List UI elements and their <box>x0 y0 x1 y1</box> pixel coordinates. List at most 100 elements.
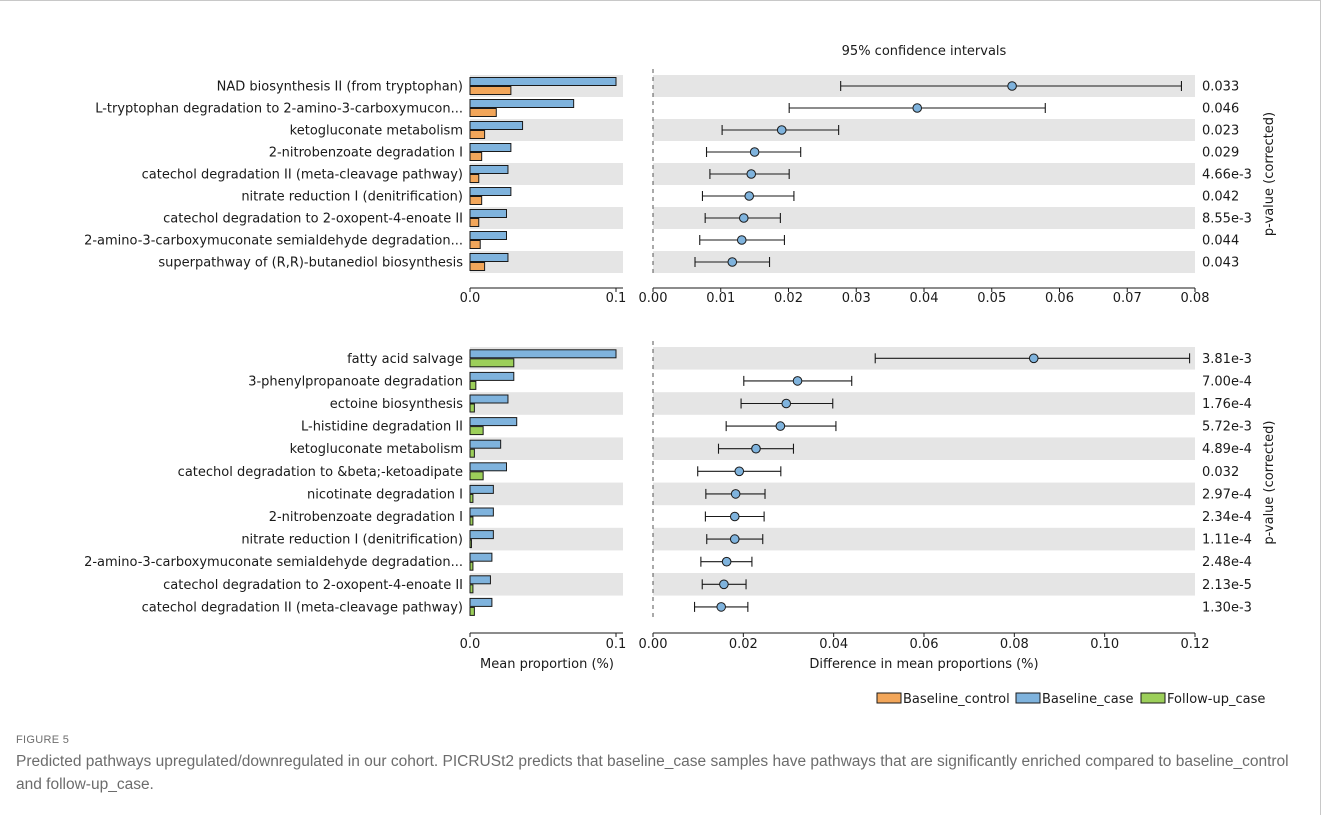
bottom-category-label: ketogluconate metabolism <box>290 442 463 457</box>
bottom-pvalue: 2.48e-4 <box>1202 555 1252 570</box>
bottom-pvalue: 2.34e-4 <box>1202 510 1252 525</box>
top-category-label: 2-nitrobenzoate degradation I <box>269 146 463 161</box>
top-pvalue: 0.033 <box>1202 80 1239 95</box>
bottom-ci-tick-label: 0.04 <box>819 637 848 652</box>
figure-chart: NAD biosynthesis II (from tryptophan) 0.0… <box>84 44 1277 707</box>
bottom-bar-follow-up-case <box>469 471 484 481</box>
bottom-ci-tick-label: 0.12 <box>1181 637 1210 652</box>
top-bar-baseline-control <box>469 262 486 271</box>
top-bar-baseline-control <box>469 130 486 139</box>
bottom-bar-baseline-case <box>469 371 515 381</box>
top-category-label: superpathway of (R,R)-butanediol biosynt… <box>158 256 463 271</box>
top-pvalue: 8.55e-3 <box>1202 212 1252 227</box>
bottom-category-label: catechol degradation to 2-oxopent-4-enoa… <box>163 578 463 593</box>
bottom-bar-follow-up-case <box>469 539 472 549</box>
bottom-category-label: catechol degradation to &beta;-ketoadipa… <box>178 465 463 480</box>
bottom-pvalue: 4.89e-4 <box>1202 442 1252 457</box>
bottom-ci-tick-label: 0.06 <box>910 637 939 652</box>
bottom-bar-follow-up-case <box>469 493 474 503</box>
bottom-ci-row-band <box>653 573 1195 596</box>
bottom-pvalue: 1.11e-4 <box>1202 533 1252 548</box>
top-bar-baseline-control <box>469 196 483 205</box>
top-category-label: 2-amino-3-carboxymuconate semialdehyde d… <box>84 234 463 249</box>
top-bar-baseline-control <box>469 152 483 161</box>
bottom-bar-follow-up-case <box>469 584 474 594</box>
bottom-ci-point <box>751 443 761 454</box>
top-bar-baseline-case <box>469 121 524 130</box>
top-bar-row-band <box>470 207 623 229</box>
top-ci-point <box>749 147 760 157</box>
confidence-interval-title: 95% confidence intervals <box>842 44 1007 59</box>
top-pvalue: 0.029 <box>1202 146 1239 161</box>
top-bar-baseline-case <box>469 231 507 240</box>
top-ci-tick-label: 0.06 <box>1045 291 1074 306</box>
bottom-ci-point <box>1028 353 1039 364</box>
bottom-bar-row-band <box>470 527 623 551</box>
bottom-ci-tick-label: 0.08 <box>1000 637 1029 652</box>
top-bar-baseline-control <box>469 218 480 227</box>
top-ci-tick-label: 0.02 <box>774 291 803 306</box>
top-ci-tick-label: 0.08 <box>1181 291 1210 306</box>
bottom-pvalue: 3.81e-3 <box>1202 352 1252 367</box>
top-bar-baseline-control <box>469 108 497 117</box>
top-ci-tick-label: 0.04 <box>910 291 939 306</box>
legend-swatch-baseline-control <box>876 692 902 704</box>
top-bar-baseline-case <box>469 77 617 86</box>
bottom-ci-point <box>721 556 732 567</box>
top-bar-baseline-control <box>469 240 481 249</box>
top-bar-baseline-case <box>469 187 512 196</box>
bottom-bar-follow-up-case <box>469 403 475 413</box>
bottom-bar-follow-up-case <box>469 448 475 458</box>
top-bar-tick-label: 0.1 <box>606 291 627 306</box>
bottom-bar-baseline-case <box>469 417 518 427</box>
bottom-bar-tick-label: 0.0 <box>460 637 481 652</box>
bottom-ci-point <box>781 398 792 409</box>
bottom-bar-baseline-case <box>469 439 502 449</box>
bottom-bar-follow-up-case <box>469 358 515 368</box>
bottom-category-label: 2-nitrobenzoate degradation I <box>269 510 463 525</box>
bottom-bar-baseline-case <box>469 507 494 517</box>
bottom-ci-point <box>729 534 740 544</box>
top-bar-baseline-case <box>469 143 512 152</box>
top-ci-tick-label: 0.05 <box>977 291 1006 306</box>
bottom-ci-tick-label: 0.00 <box>639 637 668 652</box>
bottom-category-label: nitrate reduction I (denitrification) <box>241 533 463 548</box>
bottom-bar-baseline-case <box>469 462 507 472</box>
top-bar-baseline-control <box>469 86 512 95</box>
bottom-pvalue: 1.30e-3 <box>1202 600 1252 615</box>
top-pvalue: 4.66e-3 <box>1202 168 1252 183</box>
legend-swatch-baseline-case <box>1015 692 1041 704</box>
top-ci-tick-label: 0.01 <box>706 291 735 306</box>
bottom-ci-point <box>734 466 745 477</box>
top-ci-point <box>736 235 747 245</box>
top-ci-tick-label: 0.07 <box>1113 291 1142 306</box>
bottom-category-label: L-histidine degradation II <box>301 420 463 435</box>
top-ci-point <box>727 257 738 267</box>
top-bar-baseline-case <box>469 165 509 174</box>
bottom-bar-row-band <box>470 482 623 506</box>
bottom-pvalue: 7.00e-4 <box>1202 374 1252 389</box>
figure-caption: Predicted pathways upregulated/downregul… <box>16 753 1289 793</box>
bottom-pvalue: 2.97e-4 <box>1202 487 1252 502</box>
bottom-pvalue: 1.76e-4 <box>1202 397 1252 412</box>
bottom-category-label: fatty acid salvage <box>347 352 463 367</box>
bottom-pvalue: 2.13e-5 <box>1202 578 1252 593</box>
bottom-category-label: catechol degradation II (meta-cleavage p… <box>142 600 463 615</box>
bottom-bar-tick-label: 0.1 <box>606 637 627 652</box>
top-pvalue: 0.043 <box>1202 256 1239 271</box>
bottom-category-label: 3-phenylpropanoate degradation <box>248 374 463 389</box>
bottom-bar-baseline-case <box>469 552 493 562</box>
bottom-ci-row-band <box>653 392 1195 415</box>
bottom-bar-baseline-case <box>469 575 491 585</box>
bottom-bar-baseline-case <box>469 530 494 540</box>
top-category-label: NAD biosynthesis II (from tryptophan) <box>217 80 463 95</box>
top-bar-baseline-case <box>469 99 575 108</box>
bottom-bar-baseline-case <box>469 394 509 404</box>
legend-label-follow-up-case: Follow-up_case <box>1167 692 1265 707</box>
bottom-bar-follow-up-case <box>469 426 484 436</box>
bottom-ci-tick-label: 0.02 <box>729 637 758 652</box>
top-ci-row-band <box>653 163 1195 185</box>
top-pvalue: 0.023 <box>1202 124 1239 139</box>
bottom-ci-row-band <box>653 482 1195 506</box>
